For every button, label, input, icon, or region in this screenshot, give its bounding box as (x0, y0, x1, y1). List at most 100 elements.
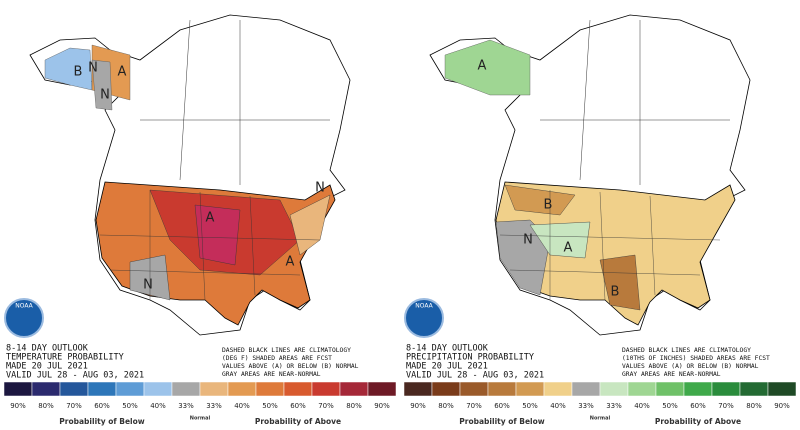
map-label: N (143, 278, 153, 293)
legend-swatch (711, 381, 741, 397)
state-border (99, 234, 321, 241)
legend-label: 40% (234, 402, 250, 410)
state-border (109, 269, 301, 276)
header-line: 8-14 DAY OUTLOOK (6, 344, 89, 354)
legend-label: 70% (466, 402, 482, 410)
legend-swatch (431, 381, 461, 397)
map-label: A (478, 59, 487, 74)
legend-label: 80% (746, 402, 762, 410)
legend-swatch (283, 381, 313, 397)
province-border (579, 19, 591, 181)
alaska-shade (91, 59, 113, 111)
legend-label: 80% (438, 402, 454, 410)
legend-swatch (31, 381, 61, 397)
map-label: N (315, 181, 325, 196)
logo (4, 298, 44, 338)
legend-swatch (3, 381, 33, 397)
legend-swatch (199, 381, 229, 397)
legend-label: 70% (66, 402, 82, 410)
legend-label: 70% (718, 402, 734, 410)
legend-swatch (59, 381, 89, 397)
state-border (649, 195, 656, 296)
above-label: Probability of Above (655, 417, 741, 426)
header-line: MADE 20 JUL 2021 (6, 362, 88, 372)
state-border (199, 191, 206, 301)
legend-swatch (227, 381, 257, 397)
legend-label: 90% (10, 402, 26, 410)
region-shade (495, 219, 551, 296)
map-label: A (286, 255, 295, 270)
map-label: B (544, 198, 553, 213)
legend-label: 50% (522, 402, 538, 410)
legend-label: 33% (578, 402, 594, 410)
header-line: VALID JUL 28 - AUG 03, 2021 (406, 371, 544, 381)
state-border (599, 191, 606, 301)
legend-swatch (599, 381, 629, 397)
state-border (249, 195, 256, 296)
header-line: VALID JUL 28 - AUG 03, 2021 (6, 371, 144, 381)
note-line: GRAY AREAS ARE NEAR-NORMAL (222, 371, 321, 378)
legend-swatch (339, 381, 369, 397)
legend-label: 60% (690, 402, 706, 410)
region-shade (529, 221, 591, 259)
legend-label: 90% (374, 402, 390, 410)
legend-swatch (515, 381, 545, 397)
region-shade (599, 254, 641, 311)
below-label: Probability of Below (459, 417, 544, 426)
normal-label: Normal (590, 416, 611, 422)
map-label: N (100, 88, 110, 103)
state-border (509, 269, 701, 276)
above-label: Probability of Above (255, 417, 341, 426)
legend-swatch (739, 381, 769, 397)
note-line: GRAY AREAS ARE NEAR-NORMAL (622, 371, 721, 378)
note-line: DASHED BLACK LINES ARE CLIMATOLOGY (622, 347, 751, 354)
legend-label: 33% (606, 402, 622, 410)
legend-swatch (87, 381, 117, 397)
legend-swatch (683, 381, 713, 397)
logo (404, 298, 444, 338)
legend-label: 50% (122, 402, 138, 410)
logo-text: NOAA (415, 303, 433, 310)
normal-label: Normal (190, 416, 211, 422)
header-line: 8-14 DAY OUTLOOK (406, 344, 489, 354)
legend-swatch (627, 381, 657, 397)
legend-label: 60% (494, 402, 510, 410)
legend-swatch (655, 381, 685, 397)
legend-label: 70% (318, 402, 334, 410)
state-border (499, 234, 721, 241)
legend-swatch (767, 381, 797, 397)
note-line: (DEG F) SHADED AREAS ARE FCST (222, 355, 332, 362)
legend-label: 80% (38, 402, 54, 410)
map-label: B (611, 285, 620, 300)
logo-text: NOAA (15, 303, 33, 310)
legend-swatch (311, 381, 341, 397)
legend-swatch (367, 381, 397, 397)
map-label: A (564, 241, 573, 256)
map-label: B (74, 65, 83, 80)
legend-label: 50% (262, 402, 278, 410)
note-line: DASHED BLACK LINES ARE CLIMATOLOGY (222, 347, 351, 354)
region-shade (194, 204, 241, 266)
legend-label: 80% (346, 402, 362, 410)
map-label: N (88, 61, 98, 76)
legend-swatch (487, 381, 517, 397)
legend-swatch (143, 381, 173, 397)
legend-swatch (403, 381, 433, 397)
legend-label: 60% (94, 402, 110, 410)
below-label: Probability of Below (59, 417, 144, 426)
legend-label: 50% (662, 402, 678, 410)
header-line: MADE 20 JUL 2021 (406, 362, 488, 372)
province-border (179, 19, 191, 181)
legend-label: 40% (634, 402, 650, 410)
alaska-shade (444, 39, 531, 96)
note-line: VALUES ABOVE (A) OR BELOW (B) NORMAL (622, 363, 759, 370)
legend-swatch (571, 381, 601, 397)
note-line: VALUES ABOVE (A) OR BELOW (B) NORMAL (222, 363, 359, 370)
note-line: (10THS OF INCHES) SHADED AREAS ARE FCST (622, 355, 770, 362)
legend-swatch (171, 381, 201, 397)
legend-swatch (115, 381, 145, 397)
map-label: A (118, 65, 127, 80)
